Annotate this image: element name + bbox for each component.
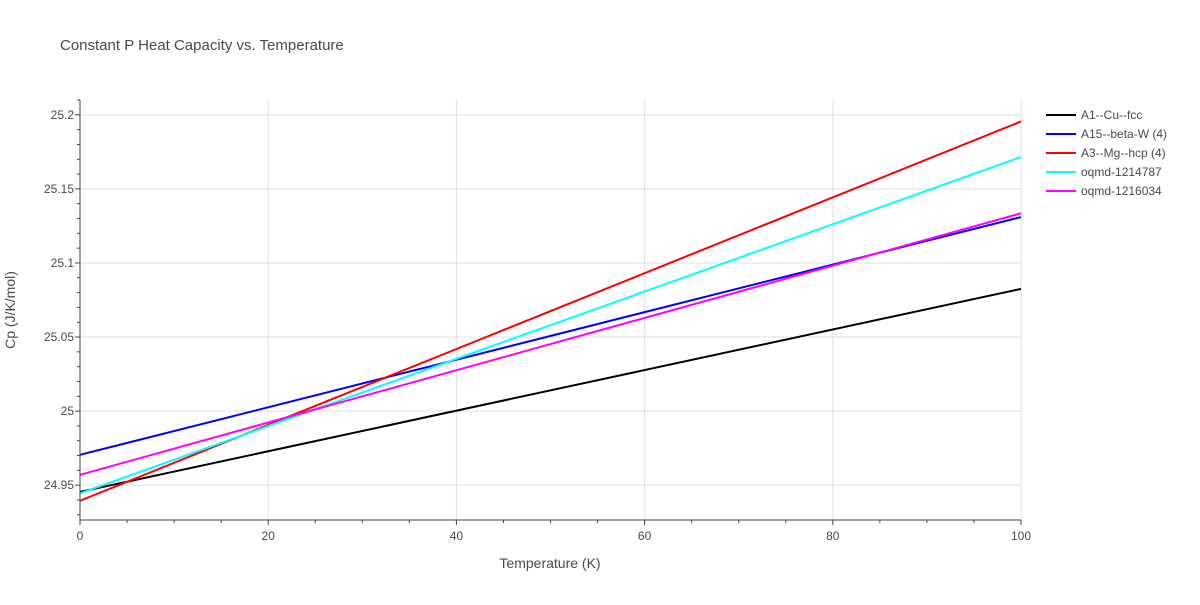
y-tick-label: 25.2 — [51, 108, 75, 122]
legend-label: A3--Mg--hcp (4) — [1081, 146, 1166, 160]
x-tick-label: 20 — [262, 529, 276, 543]
legend: A1--Cu--fcc A15--beta-W (4) A3--Mg--hcp (4… — [1046, 108, 1167, 198]
legend-label: oqmd-1216034 — [1081, 184, 1162, 198]
x-tick-label: 100 — [1011, 529, 1031, 543]
x-tick-label: 80 — [826, 529, 840, 543]
x-axis-title: Temperature (K) — [499, 555, 600, 571]
y-axis-title: Cp (J/K/mol) — [2, 271, 18, 349]
legend-label: A15--beta-W (4) — [1081, 127, 1167, 141]
series-lines — [79, 120, 1022, 502]
y-tick-label: 25.15 — [44, 182, 74, 196]
y-tick-label: 25.05 — [44, 330, 74, 344]
legend-label: A1--Cu--fcc — [1081, 108, 1142, 122]
series-line-a1-cu-fcc — [79, 287, 1022, 493]
axes: 0 20 40 60 80 100 24.95 25 25.05 25.1 25.15 25.2 — [44, 99, 1031, 543]
x-tick-label: 60 — [638, 529, 652, 543]
legend-label: oqmd-1214787 — [1081, 165, 1162, 179]
x-tick-label: 0 — [77, 529, 84, 543]
y-tick-label: 24.95 — [44, 478, 74, 492]
grid-lines — [80, 100, 1022, 520]
y-tick-label: 25 — [61, 404, 75, 418]
chart-title: Constant P Heat Capacity vs. Temperature — [60, 37, 344, 54]
series-line-oqmd-1214787 — [79, 156, 1022, 495]
x-tick-label: 40 — [450, 529, 464, 543]
y-tick-label: 25.1 — [51, 256, 75, 270]
series-line-oqmd-1216034 — [79, 212, 1022, 476]
